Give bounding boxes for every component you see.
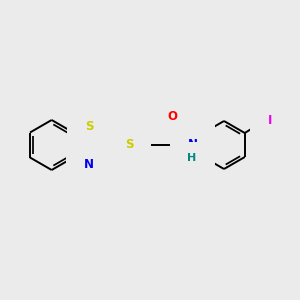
Text: I: I [268,113,272,127]
Text: N: N [188,139,198,152]
Text: S: S [125,139,134,152]
Text: H: H [187,153,196,163]
Text: S: S [85,119,93,133]
Text: N: N [84,158,94,170]
Text: O: O [168,110,178,122]
